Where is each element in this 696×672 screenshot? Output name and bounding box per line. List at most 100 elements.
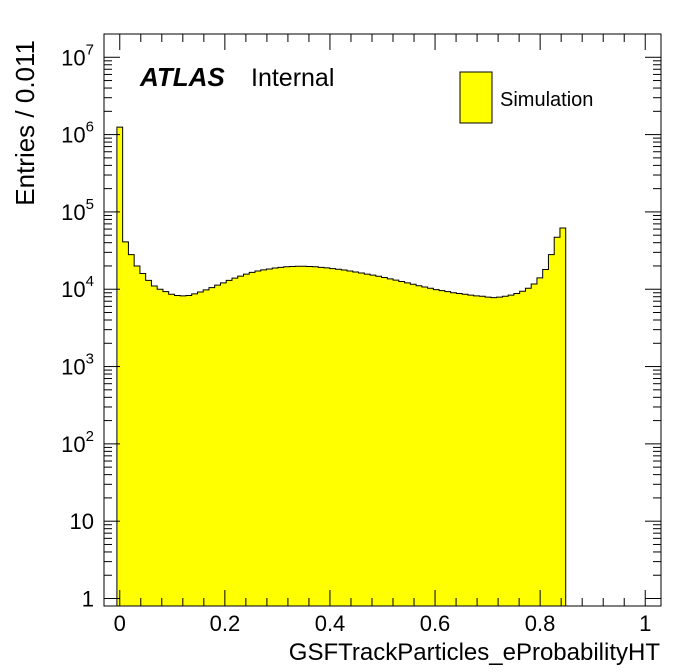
histogram-bar [393,280,400,606]
histogram-bar [439,290,446,606]
y-tick-labels: 1 10 102 103 104 105 106 107 [61,41,94,611]
histogram-bar [231,278,239,606]
histogram-bar [398,281,405,606]
y-axis-label: Entries / 0.011 [10,40,40,206]
y-tick-label: 10 [70,509,94,534]
histogram-bar [318,267,325,606]
histogram-bar [197,292,204,606]
histogram-bar [421,286,429,606]
histogram-bar [381,277,388,606]
histogram-outline [116,126,567,606]
histogram-bar [404,282,411,606]
histogram-bar [329,268,336,606]
x-tick-label: 1 [639,611,651,636]
plot-frame [103,33,662,607]
histogram-bar [266,268,273,606]
histogram-bar [237,276,244,606]
histogram-bar [410,284,417,606]
histogram-bar [364,274,371,606]
histogram-bar [254,271,262,606]
histogram-bar [450,292,457,606]
x-tick-label: 0.8 [525,611,556,636]
histogram-bar [387,278,394,606]
histogram-bar [456,293,463,606]
histogram-bar [306,266,313,606]
histogram-bar [260,269,267,606]
histogram-bars [116,127,567,606]
histogram-bar [295,266,302,606]
histogram-bar [531,283,538,606]
histogram-bar [157,289,164,606]
y-tick-label: 104 [61,273,94,302]
histogram-bar [433,289,440,606]
histogram-bar [352,272,359,606]
histogram-bar [554,237,561,606]
histogram-bar [220,282,227,606]
legend: Simulation [459,71,593,124]
y-tick-label: 105 [61,196,94,225]
histogram-bar [185,295,193,606]
histogram-bar [203,289,210,606]
histogram-bar [312,266,319,606]
status-label: Internal [251,64,334,92]
histogram-bar [508,295,515,606]
histogram-bar [134,265,141,606]
legend-label-simulation: Simulation [500,89,593,111]
histogram-bar [278,267,285,606]
histogram-bar [427,288,434,606]
x-tick-labels: 0 0.2 0.4 0.6 0.8 1 [114,611,652,636]
histogram-bar [151,286,158,606]
x-axis-label: GSFTrackParticles_eProbabilityHT [289,639,661,666]
legend-swatch-simulation [459,71,493,124]
axis-ticks [104,33,661,606]
y-tick-label: 107 [61,41,94,70]
histogram-bar [347,271,354,606]
histogram-bar [490,297,498,606]
y-tick-label: 1 [82,587,94,612]
x-tick-label: 0.2 [210,611,241,636]
atlas-label: ATLAS [139,62,225,92]
histogram-bar [249,272,256,606]
histogram-bar [301,266,308,606]
histogram-bar [162,291,170,606]
histogram-bar [128,254,135,606]
histogram-bar [525,288,532,606]
histogram-bar [358,273,365,606]
histogram-bar [502,296,509,606]
y-tick-label: 103 [61,351,94,380]
histogram-bar [542,269,549,606]
histogram-bar [370,275,377,606]
histogram-bar [324,267,331,606]
x-tick-label: 0.4 [315,611,346,636]
histogram-bar [180,295,187,606]
histogram-bar [191,293,198,606]
histogram-bar [485,297,492,606]
histogram-bar [341,270,348,606]
y-tick-label: 106 [61,119,94,148]
x-tick-label: 0.6 [420,611,451,636]
histogram-bar [174,295,181,606]
histogram-bar [139,273,147,606]
histogram-bar [272,268,279,606]
histogram-bar [283,266,290,606]
y-tick-label: 102 [61,428,94,457]
histogram-bar [473,295,480,606]
histogram-bar [536,277,544,606]
histogram-bar [243,274,250,606]
histogram-bar [548,254,555,606]
histogram-bar [122,241,129,606]
histogram-bar [462,294,469,606]
histogram-bar [208,287,216,606]
histogram-bar [496,297,503,606]
histogram-bar [289,266,296,606]
histogram-bar [467,295,475,606]
x-tick-label: 0 [114,611,126,636]
histogram-bar [479,296,486,606]
histogram-bar [513,293,521,606]
histogram-bar [168,294,175,606]
histogram-bar [375,276,382,606]
histogram-bar [559,227,567,606]
histogram-bar [444,291,452,606]
histogram-bar [214,285,221,606]
